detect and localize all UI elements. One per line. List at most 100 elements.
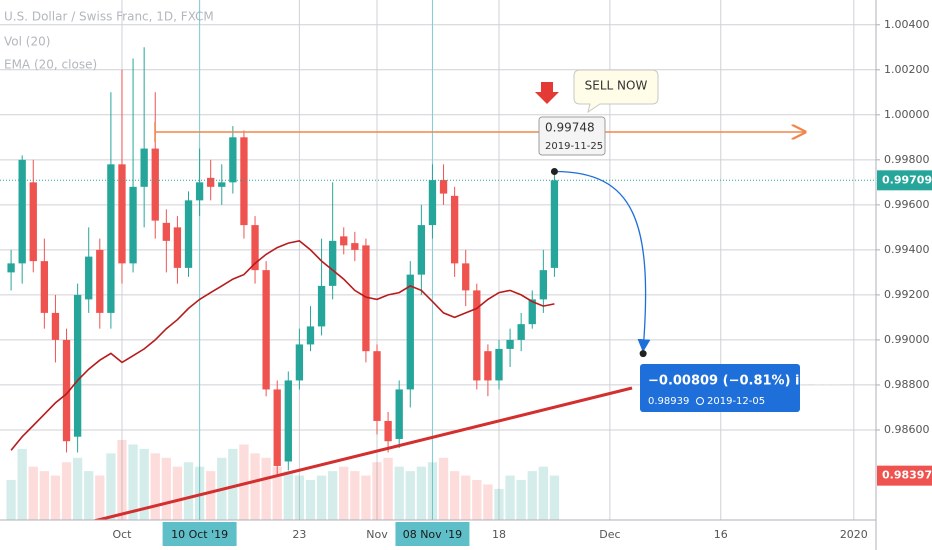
candle-body [229, 137, 237, 183]
candle-body [173, 227, 182, 268]
volume-bar [494, 488, 504, 520]
volume-bar [283, 471, 293, 520]
volume-bar [272, 466, 282, 520]
candle-body [262, 270, 270, 390]
x-tick-label: Nov [366, 528, 388, 541]
volume-bar [383, 457, 393, 520]
volume-bar [427, 462, 438, 520]
candle-body [528, 299, 536, 325]
price-badge-label: 0.98397 [882, 469, 932, 482]
x-tick-label: 16 [714, 528, 728, 541]
volume-bar [328, 471, 338, 520]
candle-body [40, 261, 49, 313]
volume-bar [161, 457, 171, 520]
candle-body [96, 249, 104, 313]
candle-body [140, 148, 148, 187]
projection-box: −0.00809 (−0.81%) in 11d 0.98939 2019-12… [640, 364, 841, 412]
volume-bar [17, 448, 27, 520]
candle-body [417, 225, 426, 275]
volume-bar [84, 471, 94, 520]
volume-bar [72, 457, 83, 520]
price-axis-bg [876, 0, 932, 550]
candle-body [118, 164, 126, 264]
x-tick-label: Dec [599, 528, 620, 541]
volume-bar [405, 471, 415, 520]
volume-bar [438, 457, 449, 520]
volume-bar [305, 480, 316, 520]
candle-body [151, 148, 159, 221]
volume-bar [106, 453, 116, 520]
x-tick-label: 08 Nov '19 [403, 528, 462, 541]
candle-body [328, 240, 337, 286]
candle-body [495, 348, 503, 381]
candle-body [362, 245, 370, 352]
volume-bar [150, 453, 160, 520]
candle-body [550, 180, 559, 268]
trend-line [89, 386, 633, 524]
candle-body [29, 182, 37, 262]
candle-body [428, 180, 437, 226]
volume-bar [128, 444, 138, 520]
projection-curve [554, 170, 651, 353]
candle-body [129, 186, 137, 264]
volume-bar [372, 462, 382, 520]
candle-body [284, 380, 292, 462]
volume-bar [95, 475, 105, 520]
y-tick-label: 0.98800 [884, 378, 930, 391]
tooltip-date: 2019-11-25 [545, 141, 603, 152]
x-tick-highlight [162, 522, 237, 546]
volume-bar [483, 484, 493, 520]
candle-body [273, 389, 281, 466]
projection-change: −0.00809 (−0.81%) in 11d [648, 374, 841, 389]
x-tick-label: 10 Oct '19 [171, 528, 228, 541]
x-tick-label: 2020 [840, 528, 868, 541]
candle-body [484, 351, 492, 381]
candle-body [184, 200, 193, 268]
y-tick-label: 1.00200 [884, 63, 930, 76]
volume-bar [394, 466, 404, 520]
volume-bar [117, 440, 127, 520]
volume-bar [39, 471, 50, 520]
candle-body [373, 351, 381, 421]
candles [0, 47, 876, 475]
candle-body [251, 225, 259, 271]
volume-bar [416, 466, 427, 520]
volume-bar [339, 466, 349, 520]
volume-bar [294, 475, 305, 520]
volume-bar [183, 462, 194, 520]
candle-body [73, 294, 82, 437]
candle-body [517, 324, 525, 340]
price-badge-label: 0.99709 [882, 173, 932, 186]
y-tick-label: 1.00000 [884, 108, 930, 121]
y-tick-label: 1.00400 [884, 18, 930, 31]
volume-bar [316, 475, 327, 520]
high-tooltip: 0.99748 2019-11-25 [538, 116, 606, 156]
y-tick-label: 0.99600 [884, 198, 930, 211]
candle-body [395, 389, 403, 439]
candle-body [218, 182, 226, 187]
volume-bar [250, 453, 260, 520]
volume-bar [228, 448, 238, 520]
candle-body [539, 270, 548, 300]
plot-area [0, 0, 876, 520]
projection-bg [640, 364, 800, 412]
overlays [89, 82, 805, 524]
volume-bar [194, 466, 205, 520]
projection-start [550, 168, 558, 176]
x-tick-label: 23 [292, 528, 306, 541]
clock-icon [696, 397, 704, 405]
candle-body [195, 182, 204, 201]
sell-arrow [535, 82, 559, 104]
volume-bar [549, 475, 560, 520]
candle-body [62, 339, 71, 442]
y-tick-label: 0.99200 [884, 288, 930, 301]
candle-body [351, 243, 359, 250]
price-badge [877, 465, 932, 486]
candle-body [207, 177, 215, 187]
x-tick-label: 18 [492, 528, 506, 541]
volume-bar [261, 457, 271, 520]
volume-legend: Vol (20) [4, 35, 50, 49]
chart-title: U.S. Dollar / Swiss Franc, 1D, FXCM [4, 10, 214, 24]
price-badge [877, 170, 932, 191]
